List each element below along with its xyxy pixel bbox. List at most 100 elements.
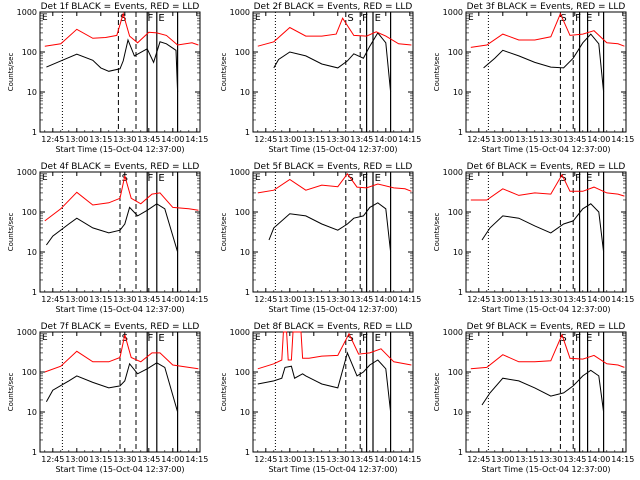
plot-frame xyxy=(39,11,201,133)
y-tick-label: 100 xyxy=(235,208,250,217)
x-tick-label: 13:45 xyxy=(563,135,586,144)
marker-F: F xyxy=(575,173,581,184)
x-tick-label: 13:45 xyxy=(350,455,373,464)
x-tick-label: 13:45 xyxy=(563,295,586,304)
x-tick-label: 13:30 xyxy=(326,135,349,144)
subplot-title: Det 2f BLACK = Events, RED = LLD xyxy=(254,2,413,12)
x-tick-label: 13:15 xyxy=(515,135,538,144)
marker-E: E xyxy=(255,333,261,343)
x-tick-label: 14:00 xyxy=(161,135,184,144)
x-tick-label: 13:30 xyxy=(326,295,349,304)
x-axis-label: Start Time (15-Oct-04 12:37:00) xyxy=(481,465,610,474)
x-tick-label: 13:45 xyxy=(137,135,160,144)
x-axis-label: Start Time (15-Oct-04 12:37:00) xyxy=(481,305,610,314)
y-axis-label: Counts/sec xyxy=(7,373,15,412)
x-tick-label: 13:15 xyxy=(515,295,538,304)
subplot-1: Det 1f BLACK = Events, RED = LLD 1 10 100 10… xyxy=(7,2,208,154)
series-lld xyxy=(44,12,199,47)
subplot-3: Det 3f BLACK = Events, RED = LLD 1 10 100 10… xyxy=(433,2,634,154)
x-tick-label: 14:00 xyxy=(587,295,610,304)
y-axis-label: Counts/sec xyxy=(220,373,228,412)
x-axis-label: Start Time (15-Oct-04 12:37:00) xyxy=(268,145,397,154)
y-tick-label: 100 xyxy=(448,208,463,217)
y-tick-label: 10 xyxy=(453,408,463,417)
subplot-title: Det 4f BLACK = Events, RED = LLD xyxy=(41,162,200,172)
y-axis-label: Counts/sec xyxy=(220,53,228,92)
x-tick-label: 13:45 xyxy=(137,295,160,304)
subplot-title: Det 3f BLACK = Events, RED = LLD xyxy=(467,2,626,12)
y-tick-label: 10 xyxy=(27,408,37,417)
y-tick-label: 1 xyxy=(458,448,463,457)
x-tick-label: 14:00 xyxy=(587,455,610,464)
y-tick-label: 1 xyxy=(32,288,37,297)
marker-E: E xyxy=(42,173,48,183)
y-axis-label: Counts/sec xyxy=(433,213,441,252)
y-tick-label: 1000 xyxy=(17,8,37,17)
series-events xyxy=(483,33,605,93)
y-axis-label: Counts/sec xyxy=(7,213,15,252)
x-tick-label: 13:00 xyxy=(491,455,514,464)
marker-F: F xyxy=(575,333,581,344)
series-lld xyxy=(44,334,199,373)
marker-E: E xyxy=(375,173,381,184)
subplot-8: Det 8f BLACK = Events, RED = LLD 1 10 100 10… xyxy=(220,322,421,474)
x-tick-label: 13:45 xyxy=(350,135,373,144)
x-tick-label: 13:30 xyxy=(113,455,136,464)
subplot-title: Det 8f BLACK = Events, RED = LLD xyxy=(254,322,413,332)
x-tick-label: 13:45 xyxy=(137,455,160,464)
y-axis-label: Counts/sec xyxy=(7,53,15,92)
subplot-9: Det 9f BLACK = Events, RED = LLD 1 10 100 10… xyxy=(433,322,634,474)
y-tick-label: 100 xyxy=(235,368,250,377)
plot-frame xyxy=(465,331,627,453)
x-tick-label: 13:00 xyxy=(65,135,88,144)
x-tick-label: 13:00 xyxy=(491,295,514,304)
x-tick-label: 12:45 xyxy=(41,455,64,464)
x-axis-label: Start Time (15-Oct-04 12:37:00) xyxy=(481,145,610,154)
series-lld xyxy=(44,175,199,222)
x-tick-label: 13:15 xyxy=(89,295,112,304)
x-tick-label: 14:00 xyxy=(587,135,610,144)
marker-E: E xyxy=(586,13,592,24)
x-tick-label: 13:30 xyxy=(326,455,349,464)
x-tick-label: 13:15 xyxy=(302,455,325,464)
series-lld xyxy=(257,172,412,194)
y-tick-label: 1000 xyxy=(230,8,250,17)
subplot-7: Det 7f BLACK = Events, RED = LLD 1 10 100 10… xyxy=(7,322,208,474)
series-events xyxy=(481,369,605,413)
marker-S: S xyxy=(560,13,566,24)
series-events xyxy=(46,38,179,93)
x-tick-label: 13:15 xyxy=(89,455,112,464)
y-tick-label: 100 xyxy=(448,48,463,57)
subplot-title: Det 1f BLACK = Events, RED = LLD xyxy=(41,2,200,12)
x-tick-label: 12:45 xyxy=(254,455,277,464)
marker-F: F xyxy=(148,173,154,184)
y-tick-label: 1 xyxy=(245,128,250,137)
x-tick-label: 13:00 xyxy=(65,295,88,304)
subplot-title: Det 6f BLACK = Events, RED = LLD xyxy=(467,162,626,172)
x-axis-label: Start Time (15-Oct-04 12:37:00) xyxy=(55,305,184,314)
y-tick-label: 10 xyxy=(453,248,463,257)
plot-frame xyxy=(465,171,627,293)
y-tick-label: 1 xyxy=(245,448,250,457)
series-lld xyxy=(470,12,625,48)
marker-E: E xyxy=(255,13,261,23)
x-tick-label: 13:00 xyxy=(491,135,514,144)
series-lld xyxy=(257,331,412,370)
y-tick-label: 10 xyxy=(27,88,37,97)
x-tick-label: 14:15 xyxy=(185,455,208,464)
marker-S: S xyxy=(122,173,128,184)
series-events xyxy=(45,203,179,253)
marker-E: E xyxy=(586,333,592,344)
y-tick-label: 1000 xyxy=(230,168,250,177)
marker-F: F xyxy=(148,333,154,344)
marker-E: E xyxy=(158,13,164,24)
y-tick-label: 1 xyxy=(32,448,37,457)
x-tick-label: 13:45 xyxy=(350,295,373,304)
x-tick-label: 13:30 xyxy=(113,295,136,304)
marker-E: E xyxy=(158,173,164,184)
y-tick-label: 1000 xyxy=(17,168,37,177)
x-tick-label: 12:45 xyxy=(41,135,64,144)
x-tick-label: 14:15 xyxy=(398,455,421,464)
marker-F: F xyxy=(362,13,368,24)
x-tick-label: 13:15 xyxy=(89,135,112,144)
